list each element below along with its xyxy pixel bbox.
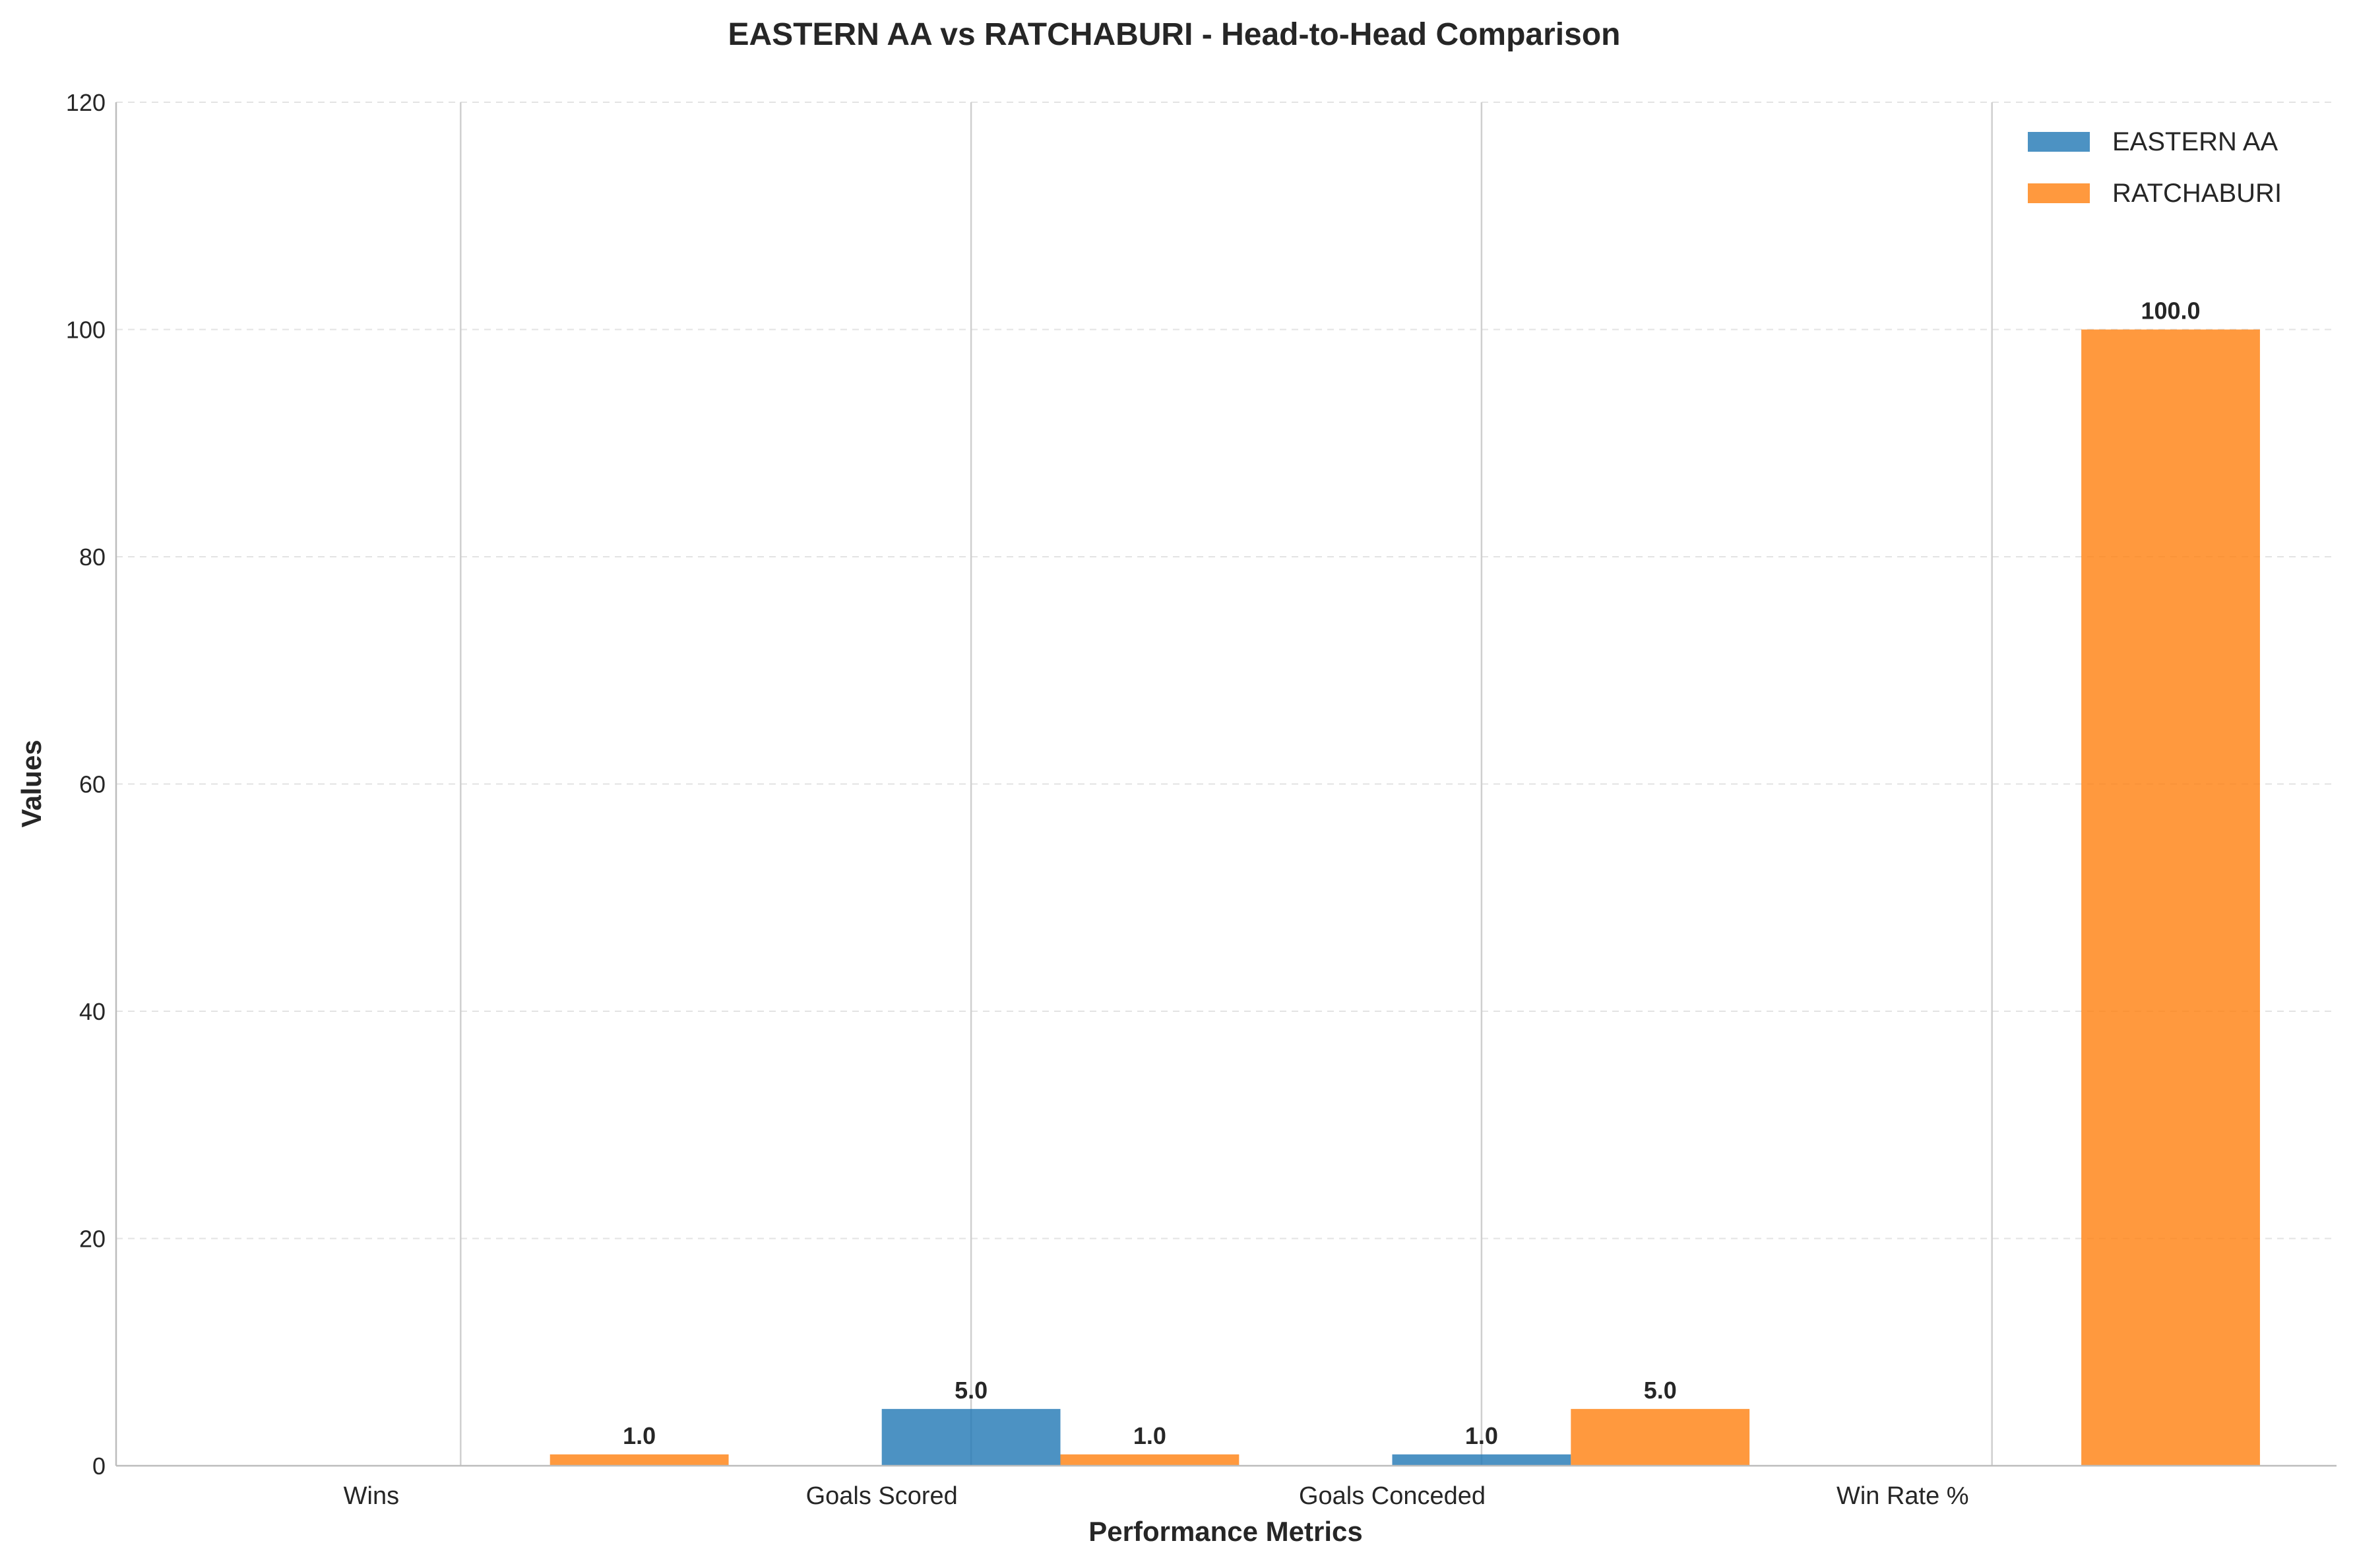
y-tick-label: 80	[79, 544, 106, 571]
bar-ratchaburi	[1571, 1408, 1750, 1466]
data-label: 1.0	[1133, 1422, 1166, 1449]
bar-eastern-aa	[1392, 1454, 1571, 1466]
y-tick-label: 120	[66, 89, 106, 116]
y-tick-label: 20	[79, 1226, 106, 1253]
bar-ratchaburi	[1060, 1454, 1240, 1466]
legend-label: RATCHABURI	[2112, 179, 2282, 208]
y-tick-labels: 0 20 40 60 80 100 120	[66, 89, 106, 1480]
y-axis-label: Values	[16, 739, 47, 827]
bars	[550, 329, 2260, 1466]
x-tick-label: Win Rate %	[1837, 1482, 1969, 1510]
legend-swatch	[2028, 183, 2090, 203]
data-label: 1.0	[623, 1422, 656, 1449]
bar-ratchaburi	[550, 1454, 729, 1466]
data-labels: 5.0 1.0 1.0 1.0 5.0 100.0	[623, 298, 2200, 1449]
data-label: 100.0	[2141, 298, 2200, 325]
x-tick-label: Goals Conceded	[1299, 1482, 1486, 1510]
legend: EASTERN AA RATCHABURI	[2028, 127, 2282, 208]
axes	[115, 102, 2337, 1467]
y-tick-label: 40	[79, 998, 106, 1025]
category-gridlines	[460, 102, 1993, 1466]
legend-swatch	[2028, 132, 2090, 152]
bar-ratchaburi	[2081, 329, 2260, 1466]
y-tick-label: 60	[79, 771, 106, 798]
legend-label: EASTERN AA	[2112, 127, 2278, 156]
x-axis-label: Performance Metrics	[1088, 1516, 1363, 1547]
x-tick-label: Wins	[344, 1482, 399, 1510]
data-label: 5.0	[1644, 1377, 1677, 1404]
chart-title: EASTERN AA vs RATCHABURI - Head-to-Head …	[728, 17, 1621, 52]
bar-eastern-aa	[881, 1408, 1061, 1466]
x-tick-labels: Wins Goals Scored Goals Conceded Win Rate %	[344, 1482, 1969, 1510]
x-tick-label: Goals Scored	[806, 1482, 958, 1510]
data-label: 5.0	[955, 1377, 988, 1404]
y-tick-label: 100	[66, 317, 106, 344]
grid	[116, 102, 2337, 1239]
data-label: 1.0	[1465, 1422, 1498, 1449]
y-tick-label: 0	[92, 1453, 106, 1480]
